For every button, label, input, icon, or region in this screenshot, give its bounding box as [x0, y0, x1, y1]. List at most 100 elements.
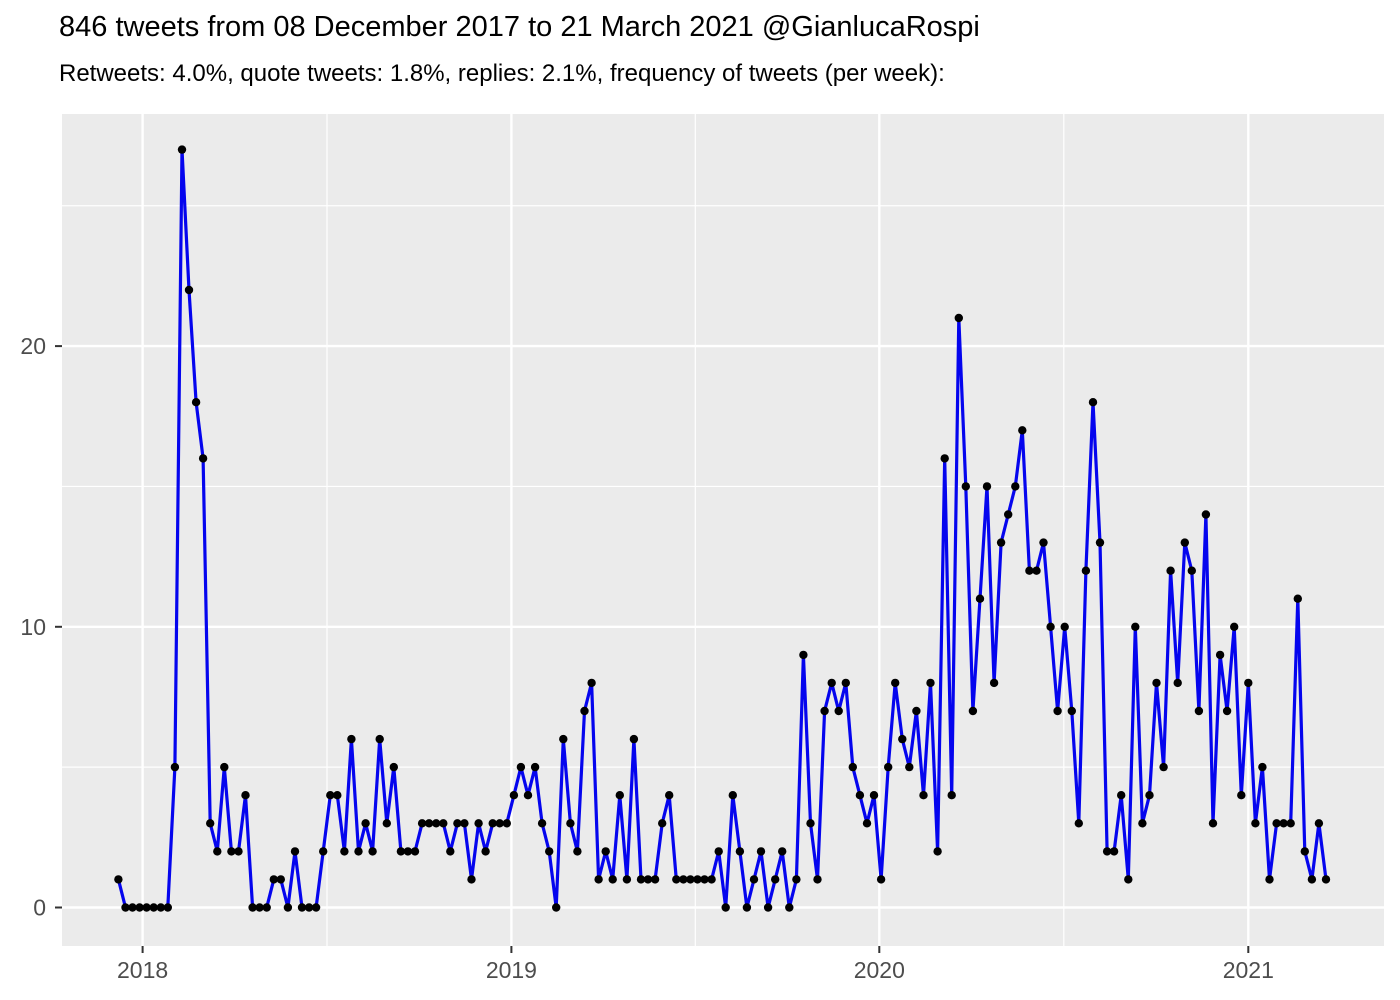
data-point: [975, 594, 985, 603]
data-point: [686, 875, 695, 884]
data-point: [206, 819, 215, 828]
data-point: [326, 791, 335, 800]
data-point: [643, 875, 653, 884]
data-point: [650, 875, 660, 884]
data-point: [262, 903, 271, 912]
data-point: [1230, 622, 1239, 631]
data-point: [1187, 566, 1197, 575]
data-point: [559, 734, 568, 744]
data-point: [982, 482, 992, 491]
data-point: [198, 454, 208, 463]
data-point: [813, 875, 822, 884]
data-point: [792, 875, 801, 884]
data-point: [502, 819, 511, 828]
data-point: [1018, 426, 1027, 435]
data-point: [290, 847, 300, 856]
tweet-frequency-points: [114, 145, 1331, 912]
data-point: [1102, 847, 1112, 856]
data-point: [1321, 875, 1331, 884]
data-point: [580, 706, 589, 716]
data-point: [460, 819, 469, 828]
data-point: [368, 847, 377, 856]
data-point: [297, 903, 307, 912]
data-point: [1004, 510, 1013, 519]
data-point: [516, 762, 526, 772]
data-point: [184, 285, 194, 295]
data-point: [1032, 566, 1041, 575]
data-point: [382, 819, 391, 828]
data-point: [1124, 875, 1133, 884]
data-point: [311, 903, 321, 912]
x-axis-tick-label: 2021: [1223, 957, 1274, 983]
data-point: [375, 734, 384, 744]
data-point: [869, 791, 879, 800]
data-point: [1279, 819, 1288, 828]
tweet-frequency-line: [116, 148, 1328, 910]
data-point: [1131, 622, 1140, 631]
data-point: [1095, 538, 1105, 547]
data-point: [453, 819, 462, 828]
data-point: [523, 791, 533, 800]
data-point: [601, 847, 610, 856]
data-point: [304, 903, 314, 912]
data-point: [961, 482, 970, 491]
data-point: [884, 762, 893, 772]
data-point: [996, 538, 1006, 547]
data-point: [763, 903, 773, 912]
data-point: [509, 791, 519, 800]
data-point: [968, 706, 978, 716]
data-point: [735, 847, 745, 856]
data-point: [947, 791, 956, 800]
data-point: [820, 706, 829, 716]
data-point: [658, 819, 667, 828]
x-axis-tick-label: 2019: [486, 957, 537, 983]
data-point: [855, 791, 865, 800]
data-point: [1314, 819, 1324, 828]
data-point: [537, 819, 547, 828]
data-point: [446, 847, 455, 856]
data-point: [693, 875, 702, 884]
data-point: [128, 903, 137, 912]
data-point: [919, 791, 928, 800]
data-point: [135, 903, 144, 912]
data-point: [679, 875, 688, 884]
data-point: [1046, 622, 1055, 631]
data-point: [354, 847, 363, 856]
data-point: [933, 847, 942, 856]
data-point: [622, 875, 632, 884]
data-point: [608, 875, 617, 884]
data-point: [834, 706, 843, 716]
data-point: [778, 847, 787, 856]
data-point: [424, 819, 434, 828]
data-point: [1011, 482, 1020, 491]
data-point: [876, 875, 886, 884]
data-point: [1053, 706, 1062, 716]
data-point: [156, 903, 165, 912]
x-axis-tick-label: 2020: [854, 957, 905, 983]
data-point: [432, 819, 441, 828]
data-point: [905, 762, 914, 772]
data-point: [269, 875, 278, 884]
data-point: [495, 819, 504, 828]
data-point: [1265, 875, 1274, 884]
plot-panel: [62, 114, 1384, 946]
data-point: [1025, 566, 1034, 575]
data-point: [142, 903, 151, 912]
data-point: [566, 819, 575, 828]
data-point: [1117, 791, 1126, 800]
data-point: [573, 847, 582, 856]
data-point: [1201, 510, 1211, 519]
data-point: [989, 678, 999, 688]
data-point: [1300, 847, 1310, 856]
data-point: [1166, 566, 1175, 575]
data-point: [756, 847, 766, 856]
data-point: [1307, 875, 1317, 884]
data-point: [1180, 538, 1190, 547]
data-point: [340, 847, 349, 856]
gridlines-minor: [62, 114, 1384, 946]
data-point: [749, 875, 759, 884]
x-axis-tick-label: 2018: [117, 957, 168, 983]
data-point: [587, 678, 596, 688]
data-point: [213, 847, 222, 856]
data-point: [785, 903, 794, 912]
